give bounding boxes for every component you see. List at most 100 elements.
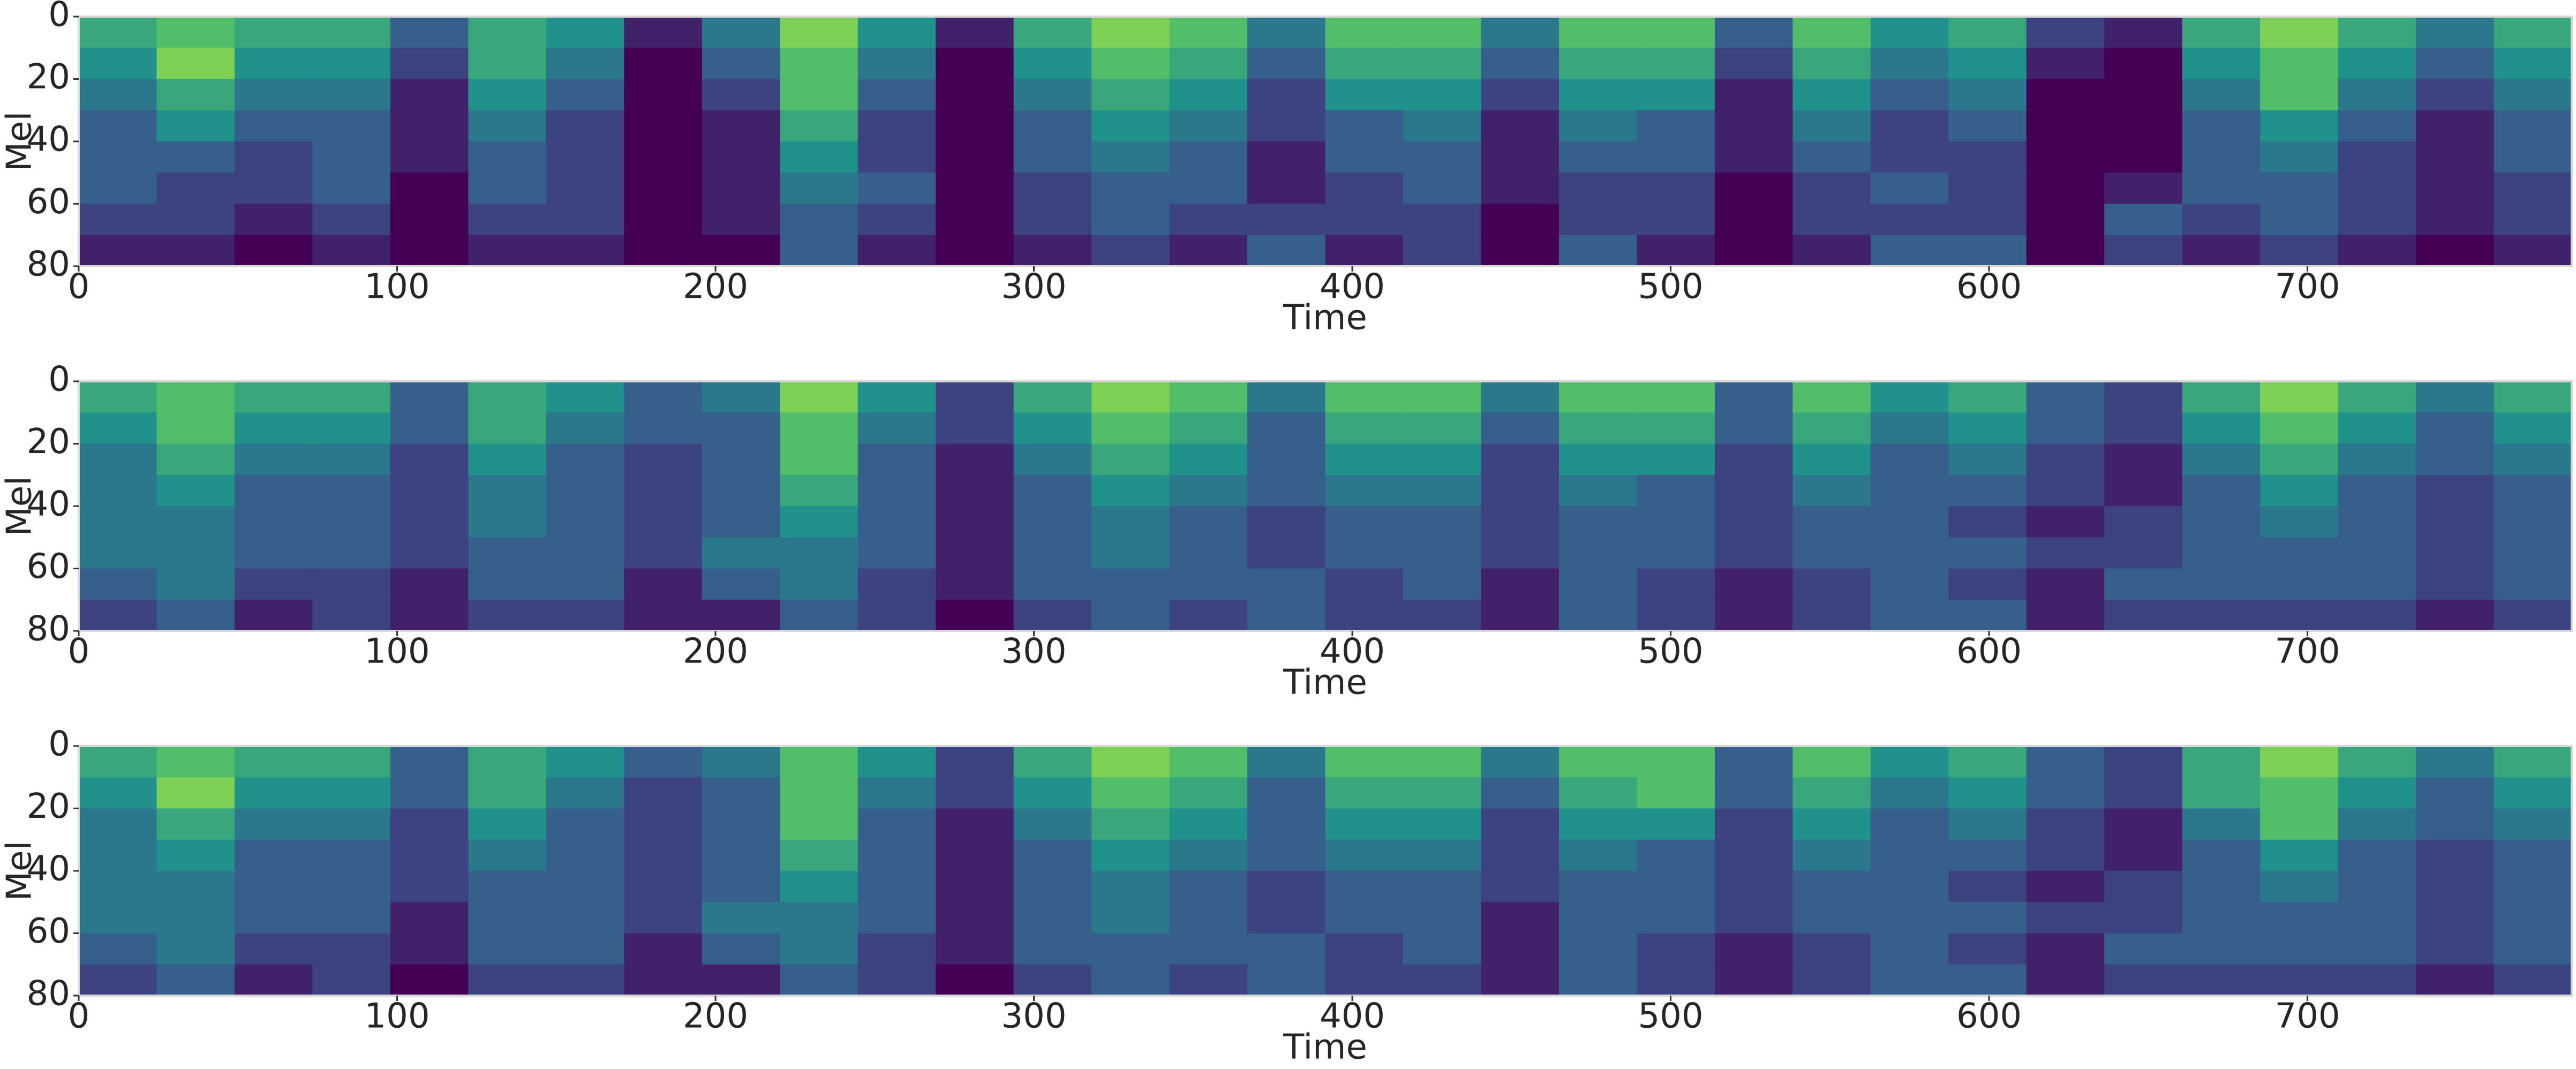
heatmap-cell	[1403, 412, 1482, 445]
heatmap-cell	[1870, 443, 1949, 476]
heatmap-cell	[936, 141, 1014, 173]
heatmap-cell	[1013, 110, 1092, 142]
heatmap-cell	[1637, 172, 1715, 205]
heatmap-cell	[156, 839, 235, 871]
heatmap-cell	[2182, 443, 2261, 476]
heatmap-cell	[546, 475, 624, 507]
heatmap-cell	[312, 79, 391, 111]
heatmap-cell	[2260, 48, 2339, 80]
heatmap-cell	[312, 475, 391, 507]
heatmap-cell	[2026, 110, 2105, 142]
heatmap-cell	[857, 506, 936, 538]
heatmap-cell	[2260, 506, 2339, 538]
heatmap-cell	[79, 48, 157, 80]
heatmap-cell	[1948, 568, 2027, 600]
heatmap-cell	[1169, 808, 1248, 840]
heatmap-cell	[702, 746, 780, 778]
heatmap-cell	[1169, 537, 1248, 569]
heatmap-cell	[312, 204, 391, 236]
heatmap-cell	[1481, 839, 1560, 871]
heatmap-cell	[546, 412, 624, 445]
heatmap-cell	[1481, 172, 1560, 205]
x-tick-label: 500	[1638, 267, 1703, 307]
heatmap-cell	[2416, 235, 2495, 267]
x-tick-label: 300	[1001, 632, 1066, 672]
heatmap-cell	[234, 204, 313, 236]
heatmap-cell	[2182, 568, 2261, 600]
heatmap-cell	[312, 933, 391, 965]
heatmap-cell	[2182, 17, 2261, 48]
heatmap-cell	[1481, 964, 1560, 996]
x-axis-label: Time	[1283, 298, 1367, 338]
heatmap-cell	[1792, 443, 1871, 476]
heatmap-cell	[2338, 808, 2416, 840]
heatmap-cell	[1481, 506, 1560, 538]
heatmap-cell	[1013, 475, 1092, 507]
heatmap-cell	[156, 79, 235, 111]
heatmap-cell	[156, 443, 235, 476]
heatmap-cell	[1325, 235, 1404, 267]
heatmap-cell	[1948, 537, 2027, 569]
heatmap-cell	[1558, 902, 1637, 934]
heatmap-cell	[780, 537, 858, 569]
heatmap-cell	[79, 475, 157, 507]
heatmap-cell	[546, 204, 624, 236]
heatmap-cell	[2338, 902, 2416, 934]
heatmap-cell	[1091, 902, 1170, 934]
heatmap-cell	[546, 839, 624, 871]
heatmap-cell	[468, 933, 547, 965]
heatmap-cell	[1558, 443, 1637, 476]
heatmap-cell	[2416, 79, 2495, 111]
heatmap-cell	[2260, 746, 2339, 778]
heatmap-cell	[624, 777, 703, 809]
heatmap-cell	[468, 808, 547, 840]
heatmap-cell	[2260, 381, 2339, 413]
heatmap-cell	[312, 17, 391, 48]
heatmap-cell	[702, 568, 780, 600]
heatmap-cell	[1870, 17, 1949, 48]
heatmap-cell	[857, 141, 936, 173]
heatmap-cell	[1169, 568, 1248, 600]
heatmap-cell	[156, 48, 235, 80]
heatmap-cell	[1948, 933, 2027, 965]
heatmap-cell	[2338, 79, 2416, 111]
heatmap-cell	[546, 48, 624, 80]
heatmap-cell	[857, 537, 936, 569]
heatmap-cell	[2416, 381, 2495, 413]
heatmap-cell	[2494, 506, 2572, 538]
heatmap-cell	[1013, 537, 1092, 569]
heatmap-cell	[468, 777, 547, 809]
heatmap-cell	[1247, 48, 1326, 80]
heatmap-cell	[1948, 17, 2027, 48]
heatmap-cell	[1637, 381, 1715, 413]
heatmap-cell	[2260, 964, 2339, 996]
heatmap-cell	[624, 506, 703, 538]
heatmap-cell	[234, 506, 313, 538]
heatmap-cell	[1481, 204, 1560, 236]
heatmap-cell	[702, 933, 780, 965]
heatmap-cell	[234, 933, 313, 965]
heatmap-cell	[624, 902, 703, 934]
heatmap-cell	[1948, 48, 2027, 80]
heatmap-cell	[1403, 777, 1482, 809]
heatmap-cell	[2416, 777, 2495, 809]
heatmap-cell	[1481, 902, 1560, 934]
heatmap-cell	[1870, 902, 1949, 934]
heatmap-cell	[1870, 475, 1949, 507]
heatmap-cell	[1013, 964, 1092, 996]
heatmap-cell	[234, 443, 313, 476]
x-axis-label: Time	[1283, 663, 1367, 703]
heatmap-cell	[1792, 412, 1871, 445]
heatmap-cell	[1481, 599, 1560, 631]
heatmap-cell	[1325, 17, 1404, 48]
heatmap-cell	[468, 964, 547, 996]
heatmap-cell	[546, 537, 624, 569]
heatmap-cell	[1091, 871, 1170, 902]
y-tick-label: 20	[27, 787, 70, 826]
heatmap-cell	[1481, 933, 1560, 965]
heatmap-cell	[1169, 141, 1248, 173]
heatmap-cell	[1169, 204, 1248, 236]
x-tick-label: 700	[2274, 632, 2340, 672]
heatmap-cell	[1403, 79, 1482, 111]
heatmap-cell	[2260, 537, 2339, 569]
